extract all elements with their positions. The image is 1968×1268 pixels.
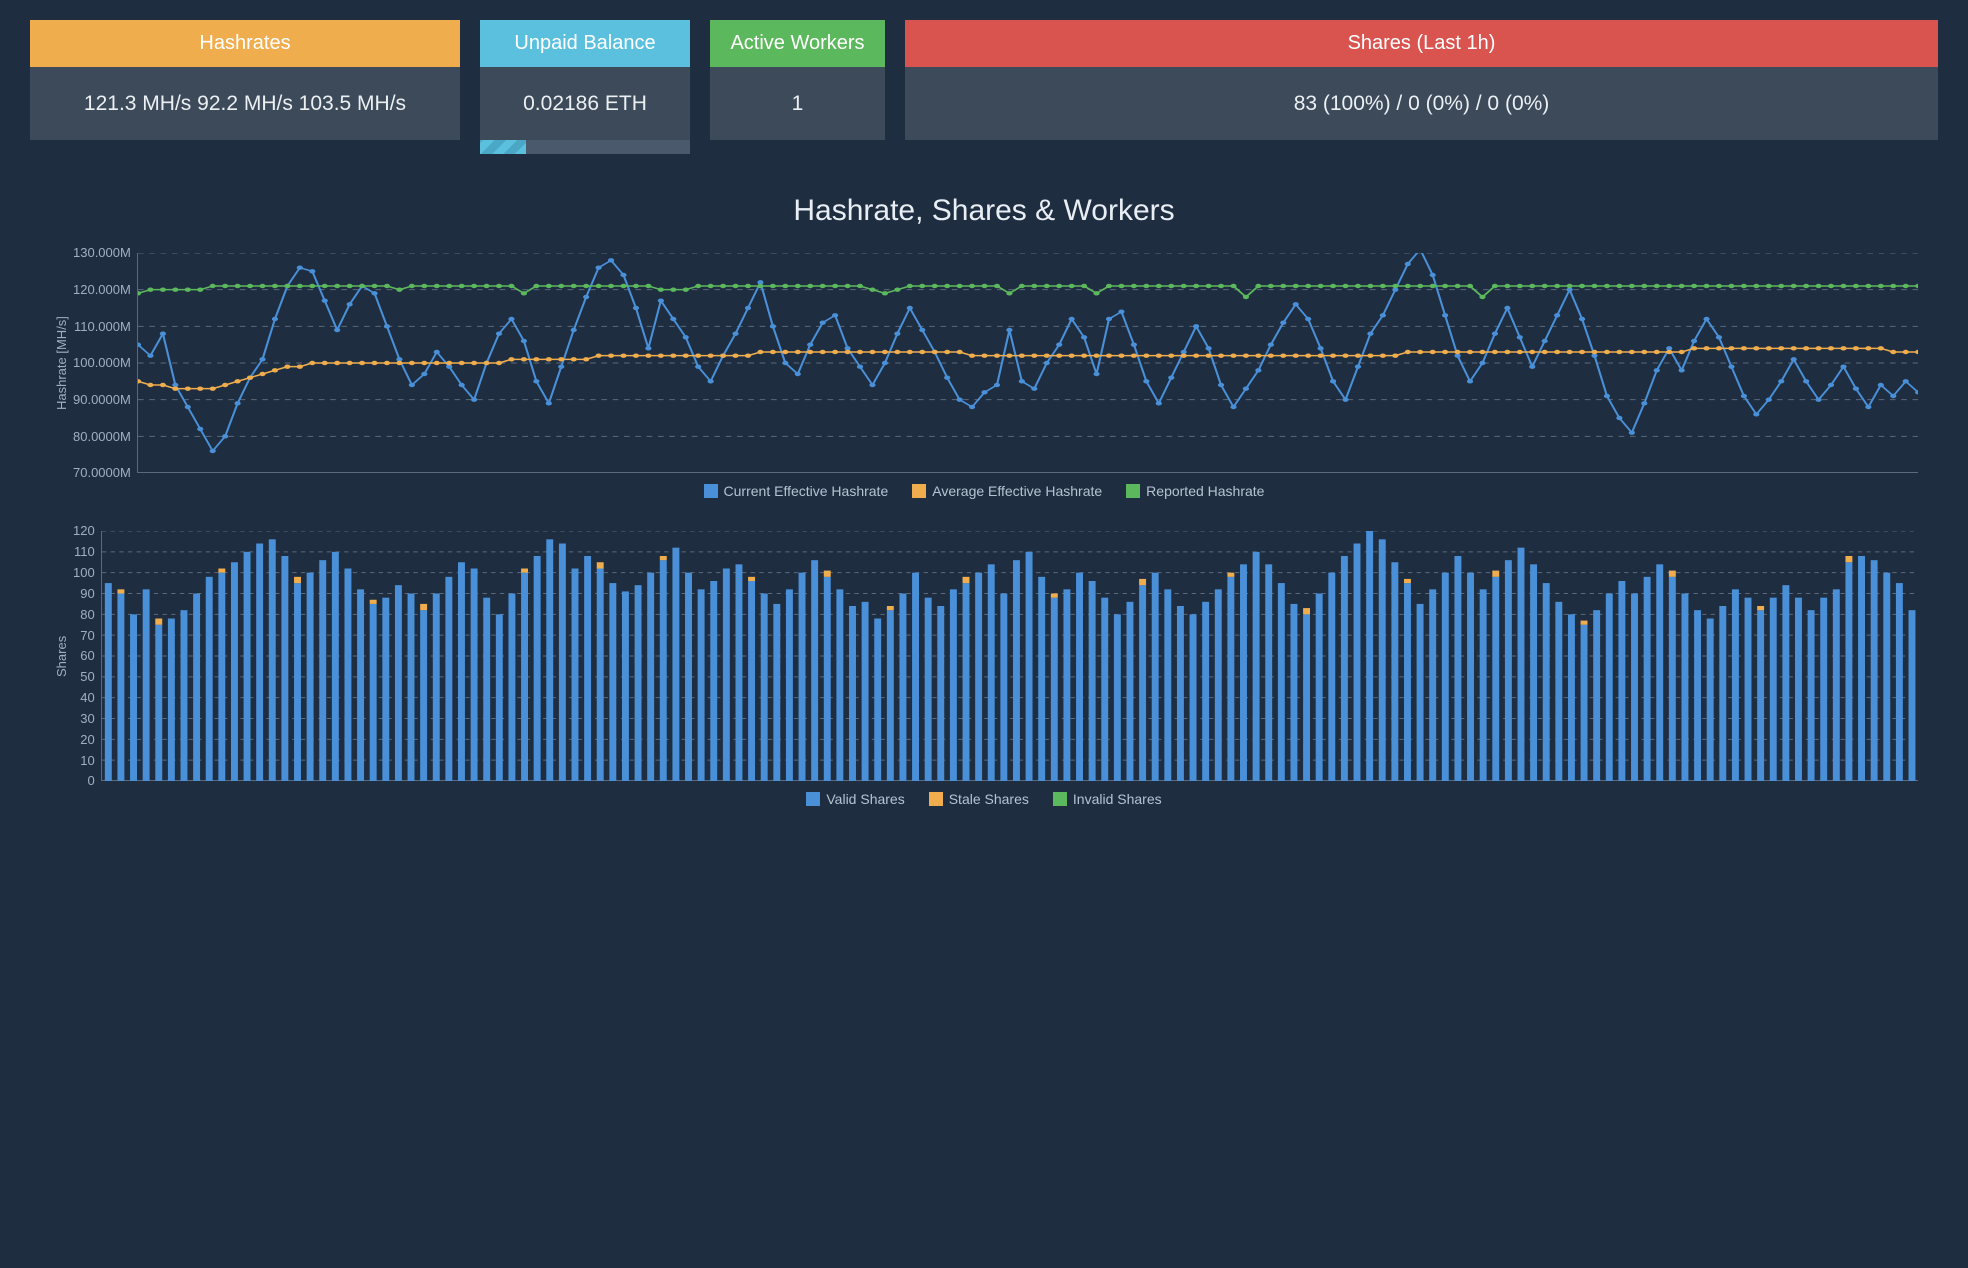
stats-cards-row: Hashrates 121.3 MH/s 92.2 MH/s 103.5 MH/… (30, 20, 1938, 154)
hashrates-card-value: 121.3 MH/s 92.2 MH/s 103.5 MH/s (30, 67, 460, 140)
balance-card-value: 0.02186 ETH (480, 67, 690, 140)
hashrate-chart-block: Hashrate [MH/s] 130.000M120.000M110.000M… (50, 253, 1918, 501)
legend-item[interactable]: Valid Shares (806, 791, 904, 807)
hashrate-y-label: Hashrate [MH/s] (50, 253, 73, 473)
balance-card-title: Unpaid Balance (480, 20, 690, 67)
legend-item[interactable]: Reported Hashrate (1126, 483, 1264, 499)
hashrates-card-title: Hashrates (30, 20, 460, 67)
workers-card: Active Workers 1 (710, 20, 885, 140)
hashrate-y-ticks: 130.000M120.000M110.000M100.000M90.0000M… (73, 253, 137, 473)
hashrates-card: Hashrates 121.3 MH/s 92.2 MH/s 103.5 MH/… (30, 20, 460, 140)
shares-card-title: Shares (Last 1h) (905, 20, 1938, 67)
legend-item[interactable]: Invalid Shares (1053, 791, 1162, 807)
workers-card-title: Active Workers (710, 20, 885, 67)
legend-item[interactable]: Average Effective Hashrate (912, 483, 1102, 499)
section-title: Hashrate, Shares & Workers (30, 194, 1938, 228)
balance-card: Unpaid Balance 0.02186 ETH (480, 20, 690, 154)
legend-item[interactable]: Stale Shares (929, 791, 1029, 807)
shares-plot-area (101, 531, 1918, 781)
shares-y-ticks: 1201101009080706050403020100 (73, 531, 101, 781)
shares-y-label: Shares (50, 531, 73, 781)
balance-progress-fill (480, 140, 526, 154)
balance-progress-bar (480, 140, 690, 154)
shares-chart-block: Shares 1201101009080706050403020100 Vali… (50, 531, 1918, 809)
hashrate-plot-area (137, 253, 1918, 473)
workers-card-value: 1 (710, 67, 885, 140)
shares-card-value: 83 (100%) / 0 (0%) / 0 (0%) (905, 67, 1938, 140)
hashrate-legend: Current Effective Hashrate Average Effect… (50, 483, 1918, 501)
shares-legend: Valid Shares Stale Shares Invalid Shares (50, 791, 1918, 809)
shares-card: Shares (Last 1h) 83 (100%) / 0 (0%) / 0 … (905, 20, 1938, 140)
legend-item[interactable]: Current Effective Hashrate (704, 483, 889, 499)
